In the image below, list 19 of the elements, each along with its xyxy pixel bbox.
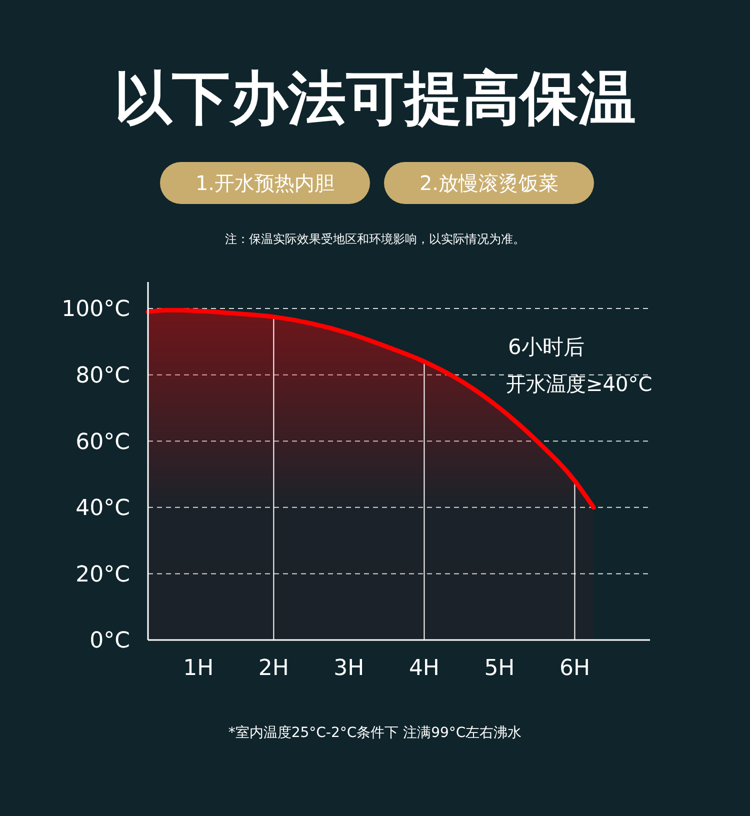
y-tick-label: 80°C — [76, 364, 130, 389]
x-tick-label: 3H — [334, 656, 364, 681]
annotation: 6小时后 — [508, 335, 584, 359]
x-tick-label: 4H — [408, 656, 440, 681]
y-tick-label: 0°C — [90, 628, 130, 654]
y-tick-label: 20°C — [76, 562, 130, 588]
annotation: 开水温度≥40°C — [506, 372, 652, 396]
y-tick-label: 60°C — [76, 430, 130, 455]
text: 2.放慢滚烫饭菜 — [419, 171, 559, 195]
y-tick-label: 40°C — [76, 496, 130, 522]
x-tick-label: 5H — [484, 656, 515, 681]
x-tick-label: 6H — [559, 656, 590, 681]
x-tick-label: 2H — [258, 656, 289, 681]
y-tick-label: 100°C — [62, 297, 130, 322]
text: 1.开水预热内胆 — [195, 171, 335, 195]
text: *室内温度25°C-2°C条件下 注满99°C左右沸水 — [228, 725, 522, 741]
text: 注：保温实际效果受地区和环境影响，以实际情况为准。 — [225, 232, 525, 246]
x-tick-label: 1H — [183, 656, 214, 681]
chart-title: 以下办法可提高保温 — [114, 64, 636, 132]
